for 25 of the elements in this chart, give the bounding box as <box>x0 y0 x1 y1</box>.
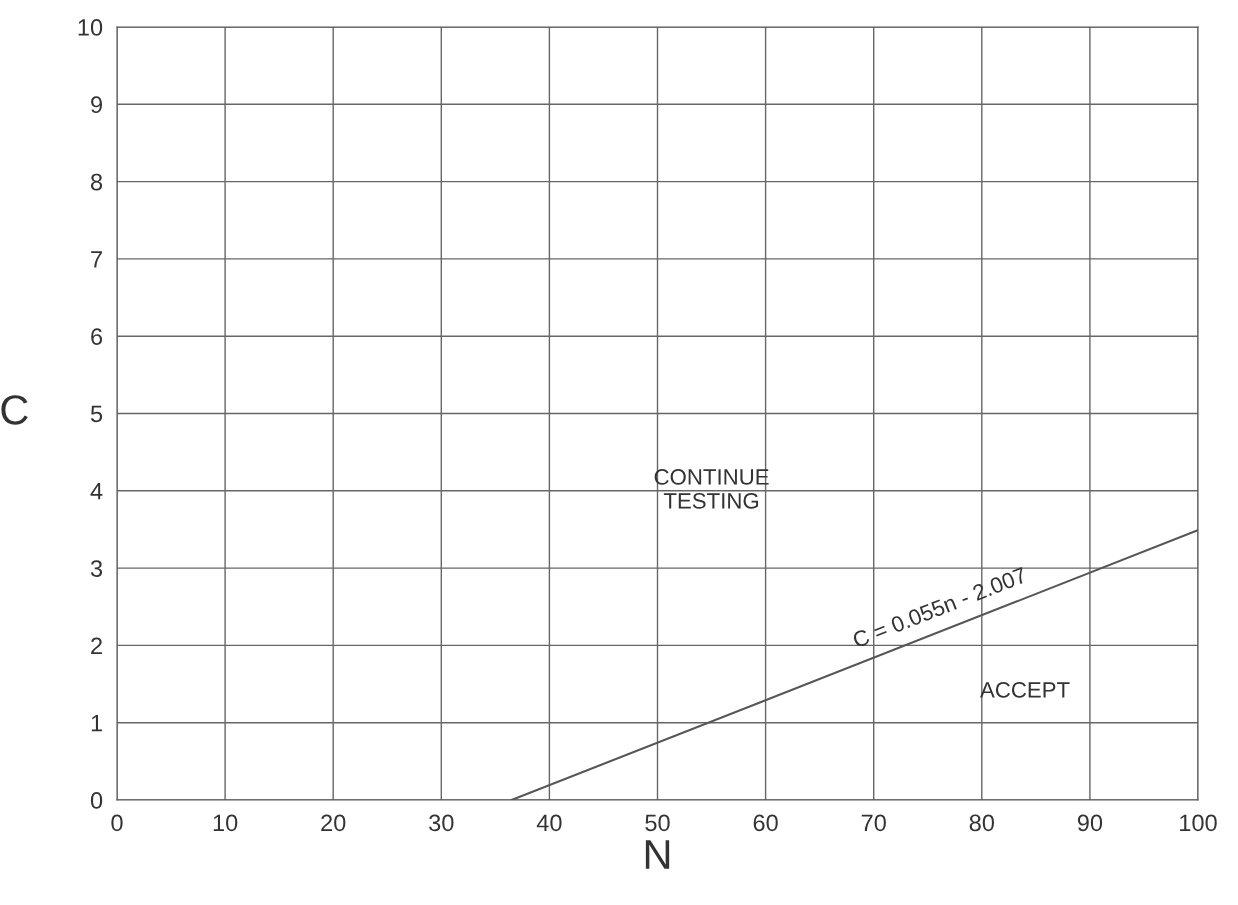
x-tick-label: 20 <box>321 814 346 832</box>
x-axis-title: N <box>645 840 670 869</box>
y-tick-label: 4 <box>90 483 103 500</box>
y-tick-label: 6 <box>91 328 103 345</box>
x-tick-label: 90 <box>1077 814 1103 832</box>
x-tick-label: 0 <box>111 814 123 832</box>
x-tick-label: 50 <box>645 814 670 832</box>
y-tick-label: 5 <box>90 405 103 423</box>
x-tick-label: 10 <box>213 814 238 832</box>
y-tick-label: 2 <box>91 637 102 654</box>
y-tick-label: 1 <box>91 715 102 732</box>
text: C = 0.055n - 2.007 <box>851 566 1028 649</box>
y-tick-label: 10 <box>78 19 103 36</box>
y-axis-title: C <box>1 395 28 425</box>
x-tick-label: 80 <box>969 814 995 832</box>
y-tick-label: 9 <box>91 96 102 114</box>
y-tick-label: 3 <box>90 560 103 577</box>
y-tick-label: 0 <box>90 792 103 809</box>
x-tick-label: 60 <box>753 814 778 832</box>
x-tick-label: 30 <box>429 814 454 832</box>
x-tick-label: 40 <box>536 814 562 832</box>
x-tick-label: 70 <box>861 814 886 832</box>
x-tick-label: 100 <box>1180 814 1217 832</box>
y-tick-label: 8 <box>91 173 103 191</box>
y-tick-label: 7 <box>91 251 102 268</box>
